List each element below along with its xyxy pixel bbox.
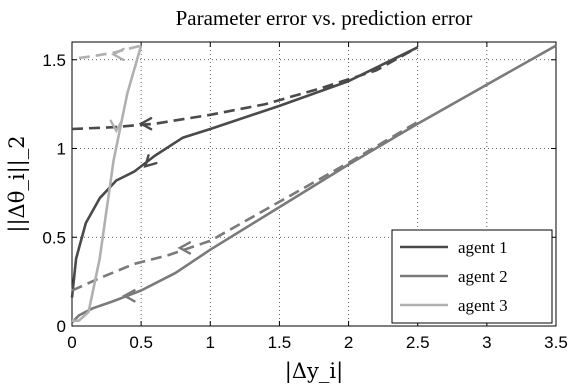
- series-1: [70, 46, 419, 298]
- series-3-arrow: [109, 119, 123, 134]
- y-tick-label: 0: [57, 317, 66, 336]
- series-2-arrow: [122, 289, 136, 303]
- x-tick-label: 0: [67, 333, 76, 352]
- x-axis-label: |Δy_i|: [285, 359, 343, 384]
- y-tick-label: 1.5: [42, 51, 66, 70]
- series-3-dashed-line: [78, 44, 142, 60]
- series-layer: [70, 44, 557, 324]
- series-3-solid-line: [72, 45, 143, 323]
- x-tick-label: 3.5: [544, 333, 568, 352]
- series-1-arrow: [143, 154, 158, 169]
- x-tick-label: 3: [482, 333, 491, 352]
- legend: agent 1 agent 2 agent 3: [391, 229, 553, 324]
- series-2: [71, 44, 557, 324]
- series-3-arrow: [111, 47, 125, 62]
- series-1-solid-line: [70, 46, 419, 298]
- x-tick-label: 0.5: [129, 333, 153, 352]
- x-tick-label: 2.5: [406, 333, 430, 352]
- x-tick-label: 2: [344, 333, 353, 352]
- series-3: [72, 44, 143, 323]
- x-tick-label: 1.5: [268, 333, 292, 352]
- chart-title: Parameter error vs. prediction error: [176, 6, 473, 30]
- y-axis-label: ||Δθ_i||_2: [5, 135, 30, 232]
- legend-label-2: agent 2: [458, 267, 508, 286]
- x-tick-label: 1: [206, 333, 215, 352]
- y-tick-label: 0.5: [42, 228, 66, 247]
- series-1-arrow: [138, 117, 153, 131]
- legend-label-3: agent 3: [458, 296, 508, 315]
- y-tick-label: 1: [57, 140, 66, 159]
- series-2-solid-line: [71, 44, 557, 324]
- plot-frame: [71, 41, 557, 327]
- series-2-dashed-line: [71, 120, 419, 292]
- legend-label-1: agent 1: [458, 238, 508, 257]
- series-2-arrow: [177, 241, 192, 255]
